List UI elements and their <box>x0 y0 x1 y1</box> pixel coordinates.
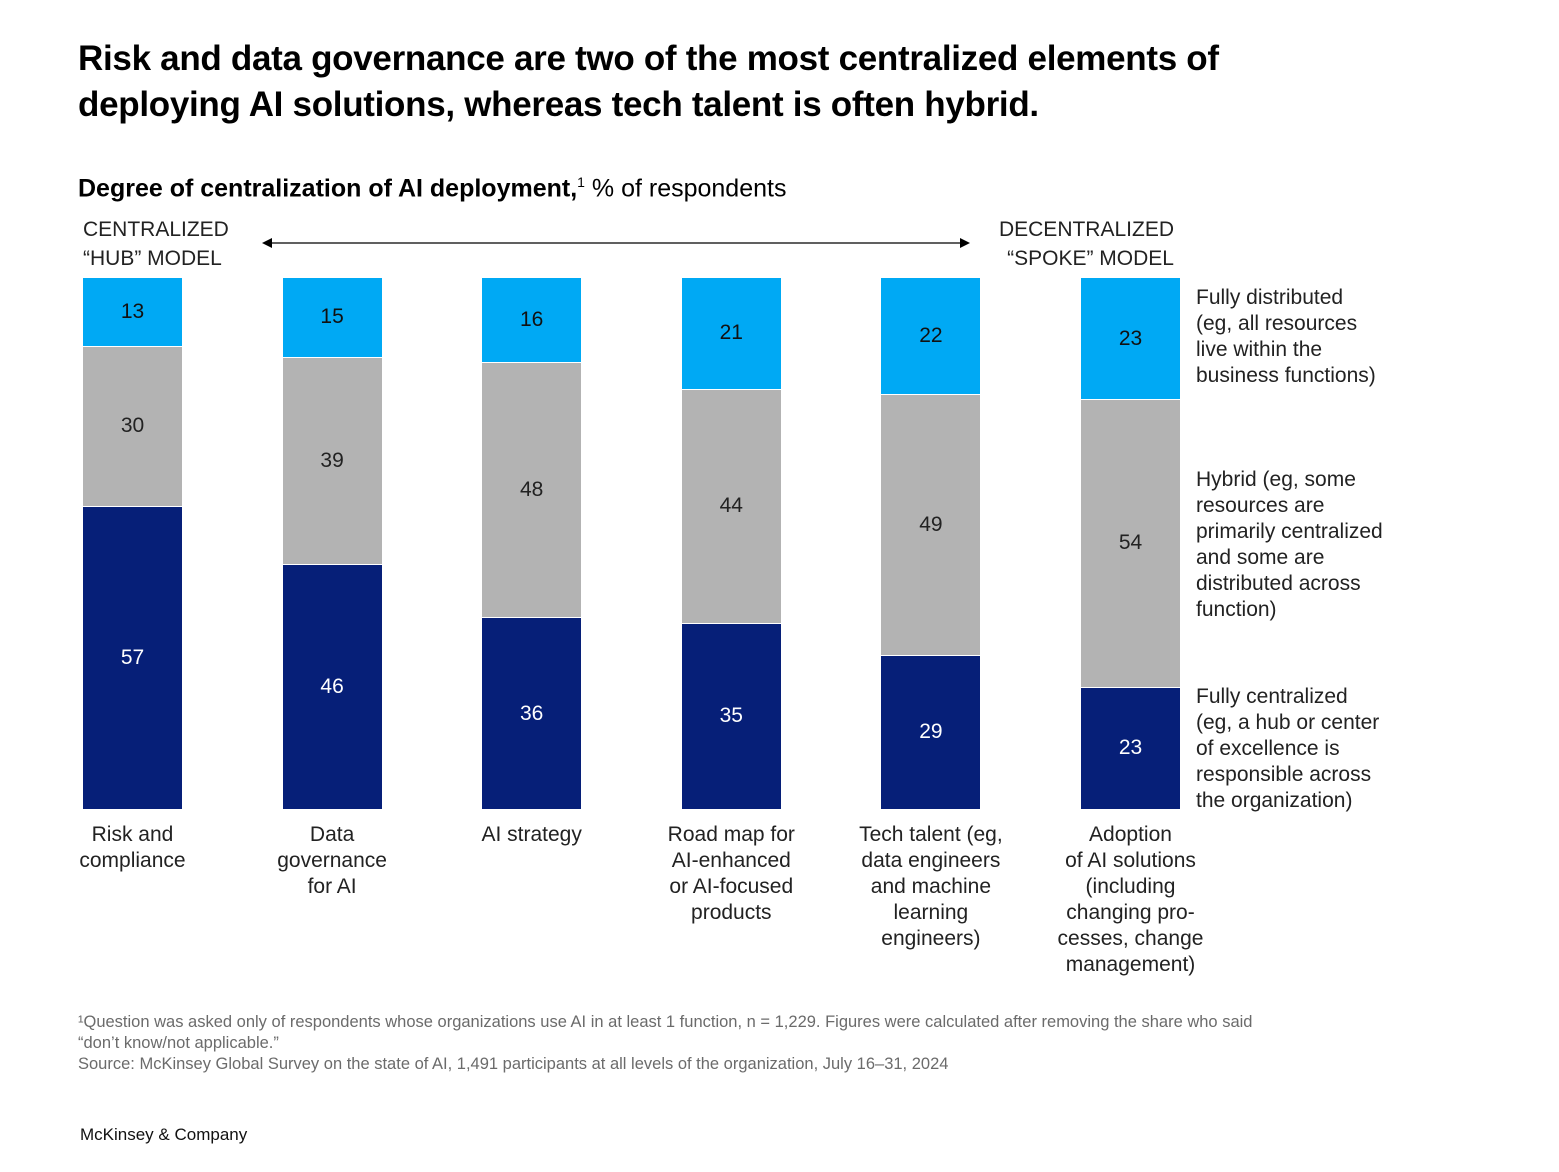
legend-fully-centralized: Fully centralized (eg, a hub or center o… <box>1196 685 1380 812</box>
bar-segment-fully-distributed: 13 <box>83 277 182 347</box>
footnote: ¹Question was asked only of respondents … <box>78 1013 1253 1073</box>
data-label: 16 <box>520 308 544 332</box>
bar-segment-fully-distributed: 16 <box>482 277 582 363</box>
data-label: 23 <box>1118 736 1143 760</box>
data-label: 21 <box>719 321 743 345</box>
double-arrow-icon <box>262 238 970 248</box>
legend-hybrid: Hybrid (eg, some resources are primarily… <box>1196 468 1383 621</box>
subtitle-footnote-mark: 1 <box>577 174 585 190</box>
bar-segment-fully-centralized: 57 <box>83 505 182 809</box>
data-label: 23 <box>1118 326 1143 350</box>
bar-segment-hybrid: 48 <box>482 362 582 618</box>
bar-segment-hybrid: 44 <box>681 388 781 623</box>
data-label: 49 <box>919 512 943 536</box>
data-label: 54 <box>1118 531 1143 555</box>
bar-segment-fully-distributed: 22 <box>881 277 981 395</box>
data-label: 30 <box>120 414 145 438</box>
bar-segment-hybrid: 39 <box>282 356 382 565</box>
bar-segment-fully-distributed: 23 <box>1081 277 1180 400</box>
legend-fully-distributed: Fully distributed (eg, all resources liv… <box>1196 286 1376 387</box>
subtitle-unit: % of respondents <box>584 174 787 203</box>
category-label: Tech talent (eg, data engineers and mach… <box>859 823 1003 950</box>
centralized-label: CENTRALIZED “HUB” MODEL <box>83 218 229 270</box>
category-label: Data governance for AI <box>277 823 387 898</box>
subtitle-bold: Degree of centralization of AI deploymen… <box>78 174 578 203</box>
bar-segment-fully-centralized: 36 <box>482 617 582 809</box>
bar-segment-hybrid: 30 <box>83 346 182 506</box>
data-label: 13 <box>120 300 145 324</box>
data-label: 39 <box>320 449 344 473</box>
data-label: 46 <box>320 675 344 699</box>
bar-segment-fully-distributed: 15 <box>282 277 382 357</box>
bar-segment-fully-centralized: 46 <box>282 564 382 809</box>
data-label: 36 <box>520 701 544 725</box>
data-label: 44 <box>719 494 743 518</box>
bar-segment-hybrid: 49 <box>881 394 981 655</box>
data-label: 48 <box>520 478 544 502</box>
data-label: 29 <box>919 720 943 744</box>
decentralized-label: DECENTRALIZED “SPOKE” MODEL <box>998 218 1174 270</box>
bar-segment-fully-centralized: 35 <box>681 622 781 809</box>
data-label: 15 <box>320 305 344 329</box>
bar-segment-fully-centralized: 23 <box>1081 686 1180 809</box>
category-label: Adoption of AI solutions (including chan… <box>1057 823 1204 976</box>
data-label: 22 <box>919 324 943 348</box>
data-label: 57 <box>120 645 145 669</box>
data-label: 35 <box>719 704 743 728</box>
chart-title: Risk and data governance are two of the … <box>78 39 1219 124</box>
category-label: Road map for AI-enhanced or AI-focused p… <box>667 823 795 924</box>
brand-logo: McKinsey & Company <box>80 1125 248 1144</box>
category-label: Risk and compliance <box>79 823 186 872</box>
bar-segment-fully-distributed: 21 <box>681 277 781 389</box>
category-label: AI strategy <box>481 823 582 846</box>
chart-subtitle: Degree of centralization of AI deploymen… <box>78 166 786 204</box>
bar-segment-fully-centralized: 29 <box>881 654 981 809</box>
bar-segment-hybrid: 54 <box>1081 399 1180 687</box>
